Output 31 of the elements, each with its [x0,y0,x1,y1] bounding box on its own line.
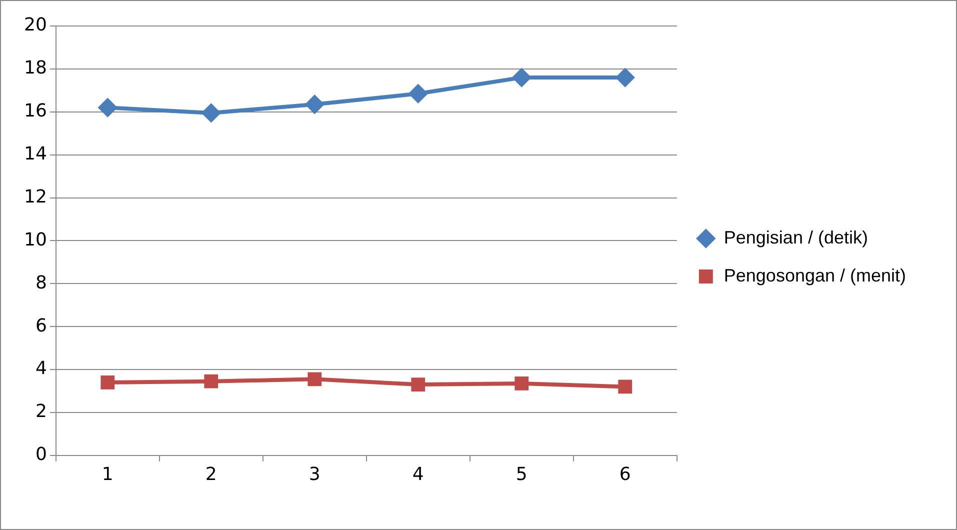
point [100,375,115,390]
legend-label: Pengisian / (detik) [724,227,868,248]
point [204,374,218,388]
y-tick-label: 14 [24,143,47,164]
point [411,378,426,392]
point [618,380,632,394]
y-tick-label: 0 [35,444,47,466]
point [409,84,428,103]
point [202,104,220,122]
x-tick-label: 1 [102,464,114,485]
x-tick-label: 4 [412,464,424,485]
point [308,372,322,386]
point [514,376,529,390]
point [512,68,531,87]
y-tick-label: 18 [24,58,47,79]
y-tick-label: 12 [24,186,47,208]
x-tick-label: 2 [205,464,217,485]
y-tick-label: 16 [24,100,47,122]
point [616,68,634,87]
legend-label: Pengosongan / (menit) [724,265,906,286]
y-tick-label: 2 [35,401,47,422]
point [98,98,117,117]
y-tick-label: 10 [24,229,47,250]
y-tick-label: 20 [24,14,47,36]
y-tick-label: 4 [35,358,47,380]
x-tick-label: 3 [308,464,320,485]
y-tick-label: 8 [35,272,47,294]
point [306,95,324,114]
x-tick-label: 6 [619,464,631,485]
y-tick-label: 6 [35,315,47,336]
x-tick-label: 5 [516,464,528,485]
